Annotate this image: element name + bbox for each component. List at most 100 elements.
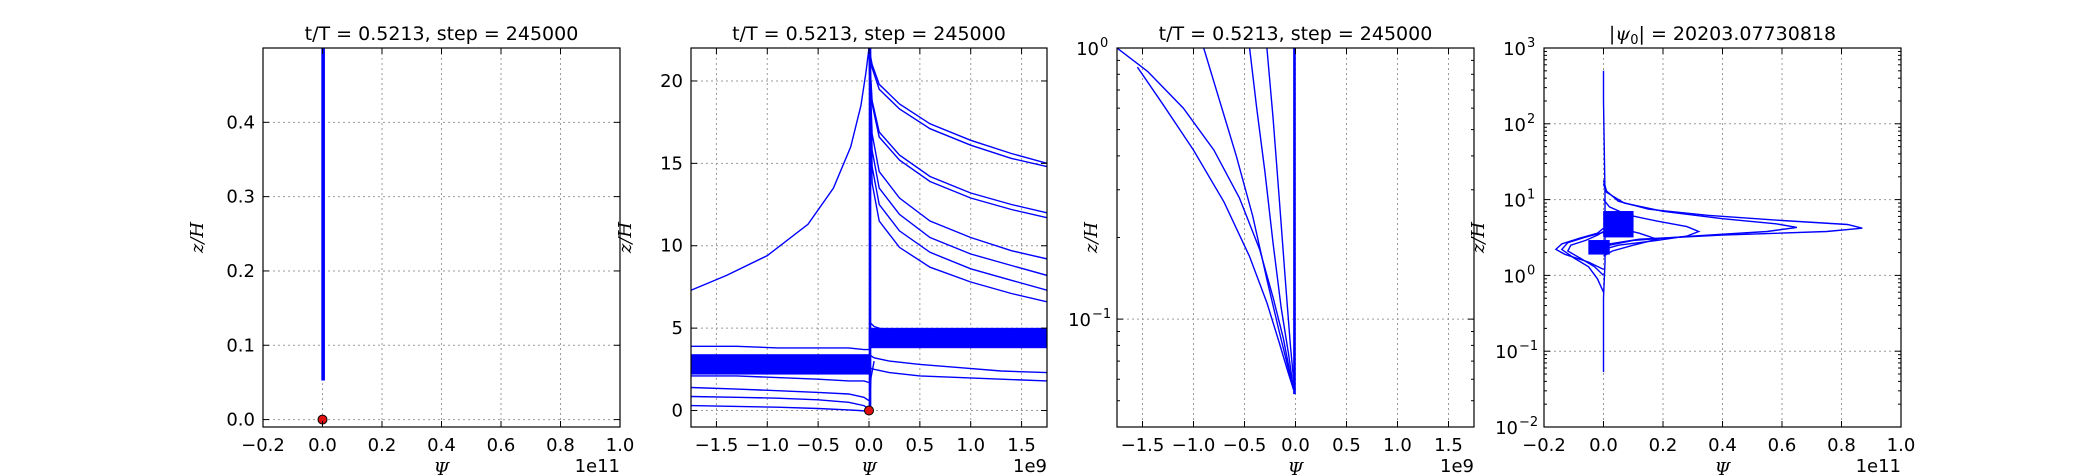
y-tick-base: 10 — [1503, 115, 1526, 136]
plot-area — [1117, 48, 1296, 395]
chart-title: |ψ0| = 20203.07730818 — [1609, 23, 1836, 48]
x-tick-label: 1.0 — [1887, 435, 1916, 456]
x-tick-label: 0.2 — [368, 435, 397, 456]
x-tick-label: 1.0 — [956, 435, 985, 456]
y-tick-label: 10 — [660, 236, 683, 257]
x-tick-label: 1.0 — [1383, 435, 1412, 456]
title-value: | = 20203.07730818 — [1639, 23, 1837, 45]
series-band-1 — [321, 48, 325, 381]
title-subscript: 0 — [1630, 33, 1638, 48]
chart-panel-4: −0.2 0.0 0.2 0.4 0.6 0.8 1.010 −210 −110 010 110 21… — [1468, 23, 1915, 475]
y-tick-base: 10 — [1503, 266, 1526, 287]
series-line-16 — [691, 386, 870, 402]
y-tick-label: 10 3 — [1503, 36, 1535, 60]
chart-title: t/T = 0.5213, step = 245000 — [1159, 23, 1433, 45]
x-tick-label: −1.0 — [1172, 435, 1216, 456]
x-tick-label: −1.5 — [695, 435, 739, 456]
x-tick-label: 0.5 — [906, 435, 935, 456]
x-offset-label: 1e11 — [575, 456, 620, 475]
y-tick-exponent: −1 — [1519, 339, 1538, 354]
series-line-8 — [1603, 221, 1660, 257]
series-line-7 — [868, 48, 1047, 277]
x-tick-label: 0.6 — [1768, 435, 1797, 456]
series-line-11 — [868, 353, 1047, 374]
plot-area — [1554, 70, 1863, 373]
series-line-6 — [1566, 230, 1604, 276]
series-line-2 — [1602, 180, 1863, 250]
x-tick-label: 0.4 — [427, 435, 456, 456]
x-tick-label: 0.0 — [1589, 435, 1618, 456]
x-tick-label: −0.5 — [796, 435, 840, 456]
series-line-4 — [1248, 48, 1295, 390]
y-tick-base: 10 — [1068, 310, 1091, 331]
y-axis-label: z/H — [1081, 222, 1102, 255]
x-tick-label: 1.5 — [1434, 435, 1463, 456]
y-tick-exponent: 2 — [1527, 112, 1535, 127]
y-tick-exponent: −2 — [1519, 415, 1538, 430]
series-line-9 — [868, 48, 1047, 303]
y-tick-label: 0 — [672, 401, 683, 422]
series-line-17 — [691, 395, 870, 410]
y-axis-label: z/H — [187, 222, 208, 255]
y-tick-label: 10 −1 — [1068, 307, 1111, 331]
series-line-2 — [868, 48, 1047, 164]
series-line-8 — [868, 48, 1047, 291]
series-line-15 — [691, 375, 870, 384]
x-tick-label: 1.5 — [1007, 435, 1036, 456]
data-band — [868, 327, 1047, 349]
x-axis-label: Ψ — [1288, 459, 1305, 475]
chart-title: t/T = 0.5213, step = 245000 — [732, 23, 1006, 45]
x-tick-label: 0.6 — [487, 435, 516, 456]
data-band — [1293, 48, 1296, 395]
x-tick-label: 0.8 — [1827, 435, 1856, 456]
y-tick-label: 0.3 — [226, 187, 255, 208]
y-tick-exponent: 1 — [1527, 188, 1535, 203]
series-line-5 — [868, 48, 1047, 219]
x-tick-label: 0.0 — [308, 435, 337, 456]
data-marker-1 — [864, 405, 874, 416]
x-axis-label: Ψ — [861, 459, 878, 475]
title-prefix: |ψ — [1609, 23, 1631, 45]
series-line-6 — [868, 48, 1047, 260]
x-tick-label: 0.0 — [1281, 435, 1310, 456]
y-tick-label: 0.2 — [226, 261, 255, 282]
series-line-14 — [691, 355, 870, 361]
x-tick-label: 0.8 — [546, 435, 575, 456]
y-tick-exponent: −1 — [1092, 307, 1111, 322]
y-tick-label: 5 — [672, 318, 683, 339]
y-tick-base: 10 — [1076, 39, 1099, 60]
y-tick-label: 0.1 — [226, 335, 255, 356]
series-line-3 — [1602, 183, 1798, 250]
x-offset-label: 1e9 — [1013, 456, 1047, 475]
series-line-2 — [1136, 66, 1295, 390]
series-line-3 — [1203, 48, 1295, 390]
y-tick-base: 10 — [1495, 342, 1518, 363]
y-tick-label: 10 2 — [1503, 112, 1535, 136]
y-tick-label: 0.4 — [226, 112, 255, 133]
series-line-3 — [868, 48, 1047, 168]
series-line-7 — [1560, 231, 1605, 293]
y-tick-label: 15 — [660, 153, 683, 174]
x-tick-label: −0.5 — [1223, 435, 1267, 456]
series-line-1 — [1602, 70, 1606, 373]
y-tick-label: 10 −1 — [1495, 339, 1538, 363]
x-tick-label: −1.0 — [745, 435, 789, 456]
series-line-12 — [868, 367, 1047, 382]
plot-area — [321, 48, 325, 381]
y-tick-label: 10 1 — [1503, 188, 1535, 212]
x-axis-label: Ψ — [434, 459, 451, 475]
y-tick-label: 10 −2 — [1495, 415, 1538, 439]
y-axis-label: z/H — [615, 222, 636, 255]
y-tick-base: 10 — [1495, 418, 1518, 439]
chart-panel-1: −0.2 0.0 0.2 0.4 0.6 0.8 1.0 0.0 0.1 0.2 0.3 0.4 t/T… — [187, 23, 634, 475]
series-line-4 — [868, 48, 1047, 214]
x-tick-label: 0.0 — [855, 435, 884, 456]
x-tick-label: −0.2 — [241, 435, 285, 456]
y-tick-base: 10 — [1503, 39, 1526, 60]
x-axis-label: Ψ — [1715, 459, 1732, 475]
y-tick-label: 10 0 — [1503, 263, 1535, 287]
x-offset-label: 1e11 — [1856, 456, 1901, 475]
x-tick-label: 0.4 — [1708, 435, 1737, 456]
